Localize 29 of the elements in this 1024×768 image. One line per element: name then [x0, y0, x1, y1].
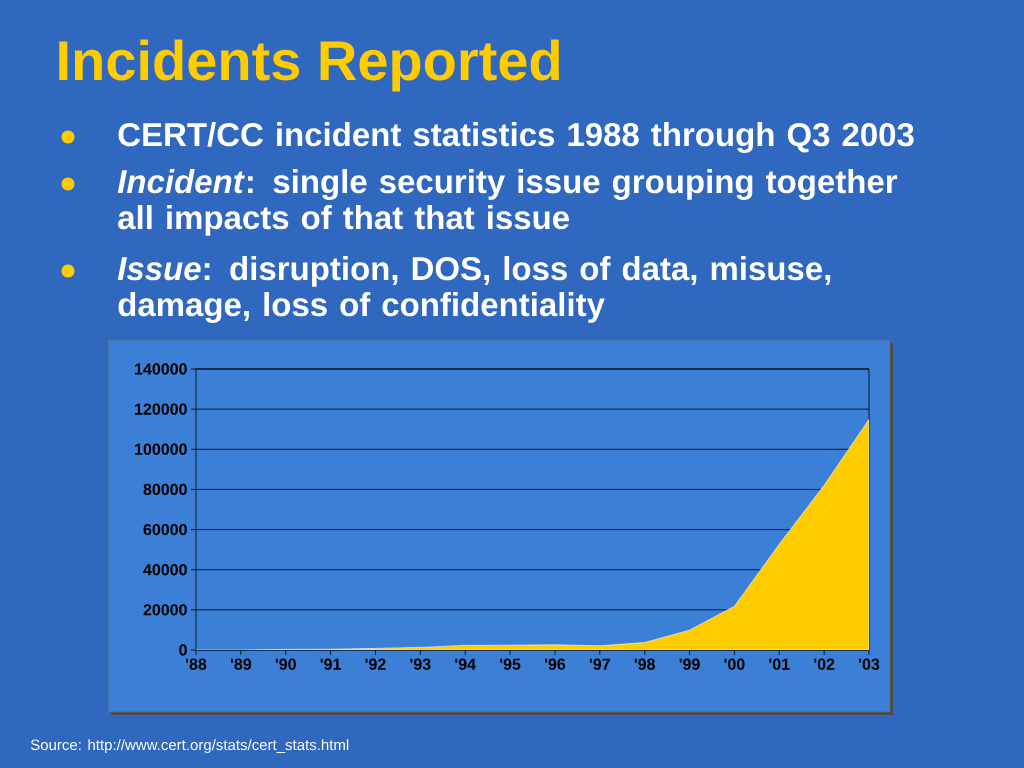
- x-tick-label: '90: [275, 658, 296, 670]
- x-tick-label: '96: [544, 658, 566, 670]
- x-tick-label: '94: [455, 658, 476, 670]
- y-tick-label: 20000: [143, 604, 187, 616]
- x-tick-label: '98: [634, 658, 655, 670]
- x-tick-label: '00: [724, 658, 745, 670]
- text: Issue: disruption, DOS, loss of data, misuse, damage, loss of confidentiality: [117, 256, 831, 323]
- y-tick-label: 100000: [135, 443, 187, 455]
- chart-title: Incidents Reported: [59, 39, 559, 92]
- x-tick-label: '97: [589, 658, 610, 670]
- x-tick-label: '99: [679, 658, 700, 670]
- x-tick-label: '91: [320, 658, 341, 670]
- x-tick-label: '92: [365, 658, 386, 670]
- x-tick-label: '89: [230, 658, 252, 670]
- x-tick-label: '01: [769, 658, 790, 670]
- x-tick-label: '88: [186, 658, 207, 670]
- y-tick-label: 0: [179, 644, 187, 656]
- text: Incident: single security issue grouping together all impacts of that that issue: [117, 169, 898, 236]
- x-tick-label: '03: [859, 658, 880, 670]
- source-note: Source: http://www.cert.org/stats/cert_stats.html: [30, 739, 349, 754]
- y-tick-label: 120000: [135, 403, 187, 415]
- x-tick-label: '02: [814, 658, 835, 670]
- text: CERT/CC incident statistics 1988 through Q3 2003: [118, 122, 914, 153]
- y-tick-label: 60000: [143, 523, 187, 536]
- y-tick-label: 40000: [143, 564, 187, 576]
- y-tick-label: 140000: [135, 363, 187, 375]
- x-tick-label: '95: [500, 658, 521, 670]
- x-tick-label: '93: [410, 658, 431, 670]
- y-tick-label: 80000: [143, 483, 187, 496]
